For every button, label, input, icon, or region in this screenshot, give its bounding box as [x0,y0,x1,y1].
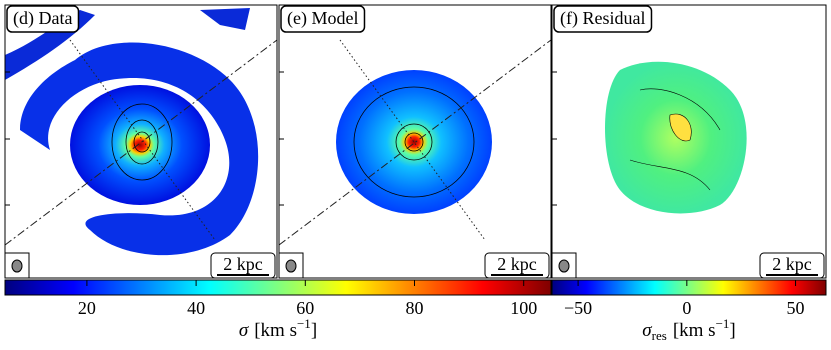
panel-label: (f) Residual [560,8,645,29]
label-part: −1 [297,316,311,331]
colorbar-tick-label: 0 [682,298,691,318]
colorbar-tick-label: 100 [510,298,537,318]
scale-box [484,252,550,279]
colorbar-tick-label: 60 [296,298,314,318]
label-part: res [652,328,667,343]
beam [285,259,297,273]
contour [669,113,692,142]
beam [558,259,570,273]
panel-frame [278,4,552,279]
major-axis [278,39,552,246]
contour [353,86,475,198]
panel-label: (d) Data [13,8,72,29]
label-part: ] [311,320,317,341]
major-axis [4,39,278,246]
label-part: −1 [716,316,730,331]
label-part: σ [642,320,652,341]
contour [111,103,173,181]
colorbar-tick-label: 40 [187,298,205,318]
panel-frame [4,4,278,279]
colorbar-tick-label: 80 [406,298,424,318]
map-data-arm [200,8,250,30]
map-data-outer [20,42,259,256]
label-part: [km s [673,320,716,341]
label-box [553,5,653,33]
label-box [280,5,366,33]
map-residual [605,61,747,214]
minor-axis [69,39,216,241]
panel-frame [551,4,827,279]
beam [11,259,23,273]
colorbar-tick-label: −50 [564,298,592,318]
frames: (d) Data 2 kpc (e) Model 2 kpc (f) Residual 2… [4,4,827,279]
map-model [336,70,492,214]
scale-bar-label: 2 kpc [497,254,537,274]
label-part: [km s [254,320,297,341]
colorbar [551,279,827,296]
colorbar-label: σres [km s−1] [642,316,735,343]
label-part: σ [239,320,249,341]
scale-bar-label: 2 kpc [772,254,812,274]
map-data-core [70,85,210,205]
minor-axis [339,39,486,241]
label-part: ] [729,320,735,341]
colorbar-label: σ [km s−1] [239,316,317,341]
colorbar-tick-label: 20 [78,298,96,318]
contour [395,123,433,161]
label-box [6,5,80,33]
contour [404,132,424,152]
contour [629,88,721,191]
colorbar-tick-label: 50 [787,298,805,318]
scale-bar-label: 2 kpc [223,254,263,274]
panel-label: (e) Model [287,8,358,29]
contour [125,119,159,165]
contour [133,131,151,153]
scale-box [759,252,825,279]
scale-box [210,252,276,279]
maps [4,8,747,256]
